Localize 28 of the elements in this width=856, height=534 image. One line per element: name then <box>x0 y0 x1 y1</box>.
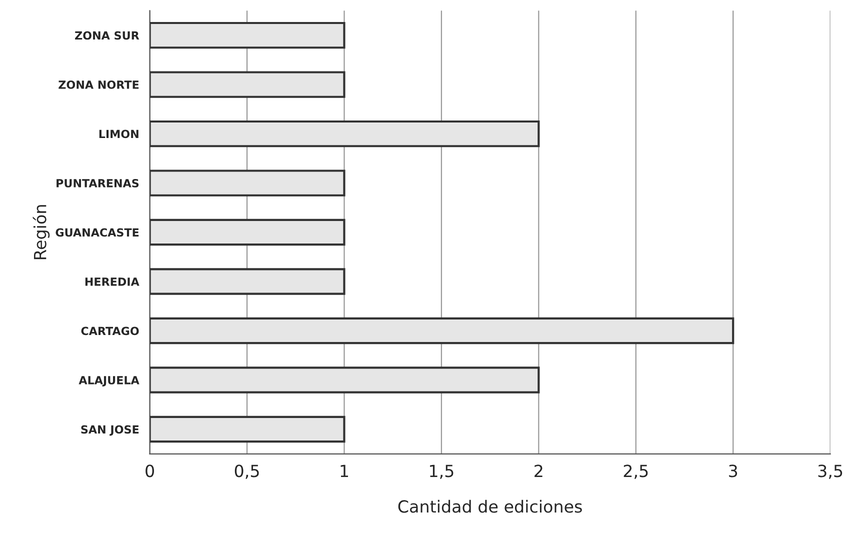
bar <box>150 22 346 49</box>
x-tick-label: 0 <box>146 464 154 478</box>
y-tick-label: PUNTARENAS <box>56 179 139 188</box>
y-tick-label: ZONA NORTE <box>58 80 139 89</box>
bar <box>150 218 346 246</box>
bar <box>150 317 734 344</box>
y-tick-label: ALAJUELA <box>78 376 140 386</box>
bar <box>150 268 346 295</box>
y-axis-title: Región <box>32 205 50 260</box>
x-tick-label: 1 <box>340 464 348 477</box>
bar <box>150 416 346 443</box>
bar <box>150 366 540 394</box>
x-tick-label: 3 <box>729 464 738 478</box>
y-tick-label: ZONA SUR <box>75 31 140 40</box>
bar <box>150 170 346 196</box>
x-axis-title: Cantidad de ediciones <box>398 500 582 513</box>
y-tick-label: SAN JOSE <box>81 425 139 436</box>
bar <box>150 120 540 148</box>
y-tick-label: HEREDIA <box>85 278 140 286</box>
x-tick-label: 3,5 <box>818 464 842 479</box>
x-tick-label: 0,5 <box>234 464 259 479</box>
y-tick-label: GUANACASTE <box>56 228 139 237</box>
x-tick-label: 2 <box>534 464 542 477</box>
y-tick-label: LIMON <box>99 130 138 138</box>
y-tick-label: CARTAGO <box>81 326 139 336</box>
x-tick-label: 2,5 <box>624 464 648 479</box>
bar <box>150 71 346 98</box>
x-tick-label: 1,5 <box>430 464 454 479</box>
